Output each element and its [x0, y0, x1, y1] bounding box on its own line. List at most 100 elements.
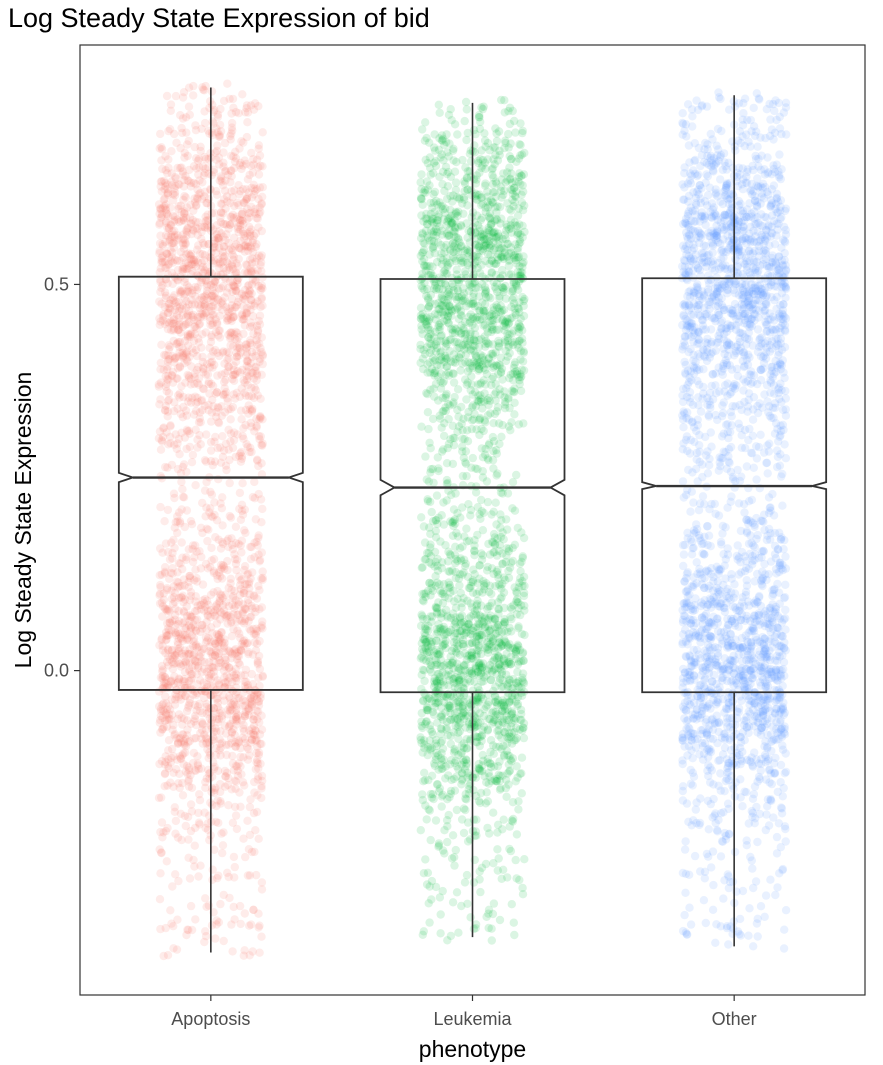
- data-point: [214, 295, 223, 305]
- data-point: [162, 209, 171, 218]
- data-point: [185, 627, 195, 636]
- data-point: [224, 740, 233, 749]
- data-point: [225, 304, 235, 313]
- data-point: [508, 295, 517, 304]
- data-point: [230, 802, 240, 812]
- data-point: [253, 326, 263, 335]
- data-point: [507, 710, 516, 720]
- data-point: [480, 136, 490, 145]
- data-point: [236, 236, 245, 246]
- data-point: [417, 314, 426, 323]
- data-point: [175, 320, 184, 329]
- data-point: [214, 284, 224, 293]
- data-point: [172, 310, 182, 319]
- data-point: [237, 289, 247, 299]
- data-point: [211, 602, 221, 611]
- data-point: [161, 351, 170, 360]
- data-point: [187, 249, 196, 259]
- data-point: [196, 146, 205, 156]
- data-point: [158, 665, 167, 674]
- data-point: [234, 340, 244, 350]
- data-point: [233, 224, 242, 233]
- data-point: [238, 431, 247, 441]
- data-point: [255, 557, 264, 566]
- data-point: [191, 592, 200, 601]
- data-point: [183, 333, 192, 342]
- data-point: [206, 487, 215, 497]
- data-point: [207, 291, 217, 300]
- data-point: [178, 636, 187, 645]
- data-point: [183, 286, 192, 295]
- data-point: [220, 635, 229, 644]
- data-point: [209, 283, 218, 292]
- data-point: [197, 124, 206, 133]
- data-point: [184, 283, 194, 292]
- data-point: [209, 568, 218, 578]
- data-point: [226, 574, 235, 583]
- data-point: [233, 555, 242, 564]
- data-point: [198, 330, 207, 339]
- data-point: [160, 406, 170, 415]
- data-point: [254, 533, 263, 542]
- data-point: [242, 195, 251, 204]
- data-point: [191, 262, 201, 271]
- data-point: [255, 354, 265, 364]
- data-point: [202, 902, 211, 911]
- data-point: [168, 293, 178, 302]
- data-point: [433, 453, 442, 462]
- data-point: [216, 259, 225, 268]
- data-point: [210, 276, 219, 285]
- data-point: [239, 588, 248, 598]
- data-point: [245, 871, 255, 880]
- data-point: [212, 916, 221, 925]
- data-point: [223, 355, 232, 364]
- data-point: [174, 593, 184, 603]
- data-point: [238, 365, 247, 375]
- data-point: [169, 535, 178, 545]
- data-point: [253, 266, 262, 275]
- data-point: [167, 326, 176, 335]
- data-point: [178, 310, 188, 320]
- data-point: [214, 637, 223, 647]
- data-point: [199, 664, 209, 674]
- data-point: [182, 226, 191, 235]
- data-point: [217, 829, 226, 838]
- data-point: [223, 397, 232, 406]
- data-point: [229, 371, 238, 380]
- data-point: [218, 593, 227, 602]
- data-point: [247, 391, 256, 401]
- data-point: [231, 596, 240, 605]
- data-point: [184, 765, 194, 775]
- data-point: [220, 642, 229, 651]
- data-point: [181, 349, 191, 358]
- data-point: [494, 127, 504, 136]
- data-point: [190, 329, 200, 338]
- data-point: [164, 755, 173, 764]
- data-point: [200, 486, 210, 495]
- data-point: [214, 404, 223, 413]
- data-point: [204, 525, 213, 534]
- data-point: [170, 129, 179, 139]
- data-point: [257, 781, 266, 791]
- data-point: [212, 318, 222, 327]
- data-point: [164, 163, 173, 173]
- data-point: [487, 267, 496, 277]
- data-point: [181, 649, 190, 658]
- data-point: [244, 845, 254, 854]
- data-point: [157, 299, 166, 308]
- data-point: [229, 312, 238, 322]
- data-point: [218, 452, 228, 462]
- data-point: [247, 669, 256, 679]
- data-point: [474, 112, 484, 122]
- data-point: [171, 816, 181, 826]
- data-point: [220, 186, 230, 195]
- data-point: [203, 370, 213, 379]
- data-point: [166, 106, 175, 116]
- data-point: [235, 629, 244, 638]
- data-point: [170, 398, 179, 407]
- data-point: [185, 165, 194, 175]
- data-point: [200, 937, 209, 947]
- data-point: [156, 728, 165, 737]
- data-point: [175, 643, 185, 652]
- data-point: [257, 932, 266, 941]
